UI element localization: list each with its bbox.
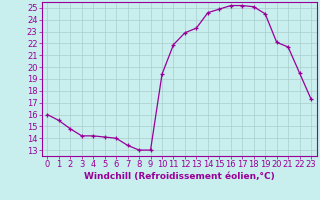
X-axis label: Windchill (Refroidissement éolien,°C): Windchill (Refroidissement éolien,°C): [84, 172, 275, 181]
